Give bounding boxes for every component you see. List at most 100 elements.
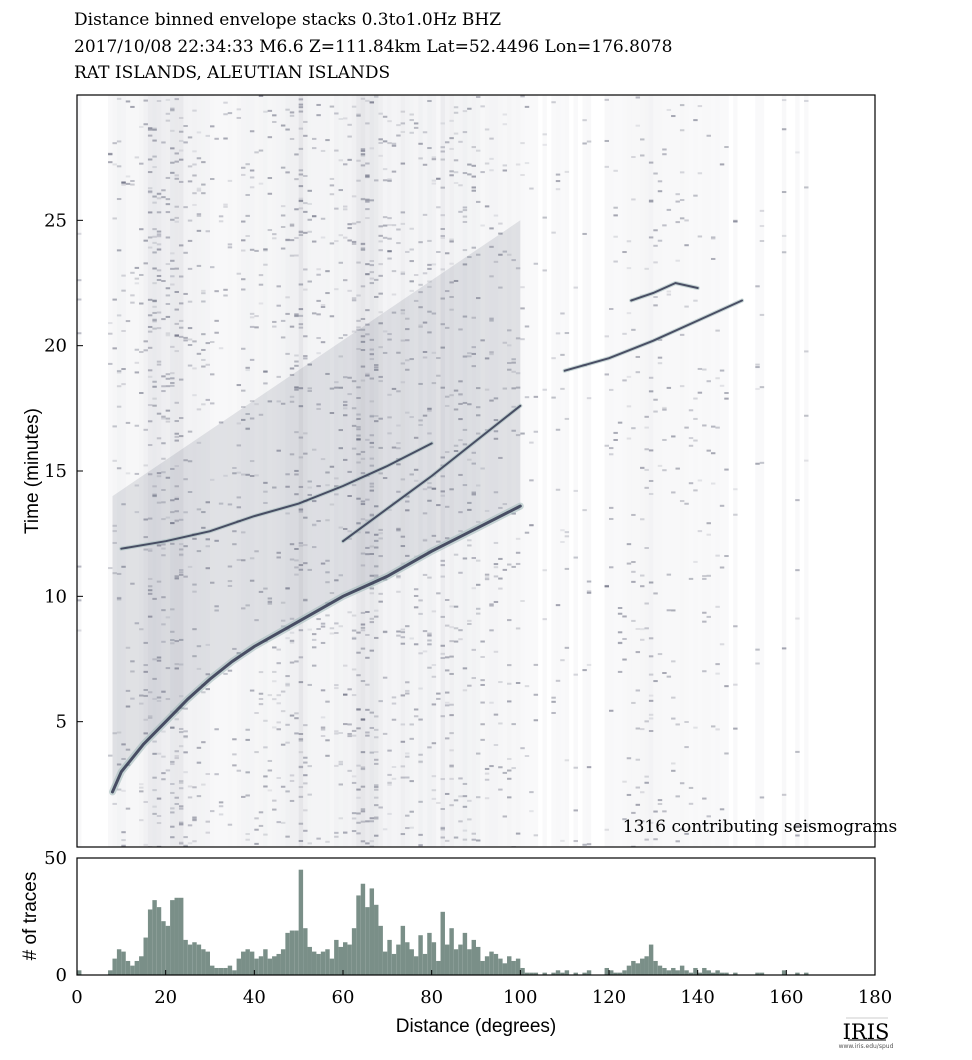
column-speckle — [405, 755, 410, 758]
column-speckle — [178, 180, 184, 183]
column-speckle — [170, 283, 175, 286]
column-speckle — [187, 491, 193, 493]
column-speckle — [471, 365, 476, 368]
column-speckle — [272, 646, 277, 649]
column-speckle — [272, 233, 277, 236]
column-speckle — [480, 339, 485, 342]
column-speckle — [733, 220, 738, 223]
heatmap-column — [356, 95, 361, 847]
column-speckle — [249, 130, 255, 133]
column-speckle — [218, 215, 224, 218]
column-speckle — [298, 733, 304, 735]
column-speckle — [147, 346, 153, 349]
column-speckle — [116, 198, 122, 201]
column-speckle — [436, 504, 441, 507]
column-speckle — [170, 726, 175, 729]
histogram-bar — [413, 956, 419, 975]
column-wash — [334, 95, 339, 847]
column-speckle — [453, 159, 459, 162]
column-speckle — [360, 340, 366, 343]
column-speckle — [609, 447, 614, 450]
column-speckle — [178, 130, 184, 133]
column-speckle — [156, 248, 162, 251]
heatmap-column — [320, 95, 326, 847]
histogram-bar — [232, 970, 237, 975]
column-speckle — [294, 573, 299, 576]
column-speckle — [564, 170, 570, 173]
column-speckle — [382, 330, 388, 333]
column-speckle — [458, 210, 463, 213]
column-speckle — [662, 469, 667, 472]
column-speckle — [307, 280, 312, 283]
column-speckle — [387, 783, 392, 786]
column-speckle — [484, 573, 490, 576]
column-speckle — [170, 259, 175, 262]
column-speckle — [409, 416, 414, 419]
column-speckle — [258, 811, 264, 814]
histogram-bar — [108, 970, 113, 975]
column-wash — [329, 95, 335, 847]
column-speckle — [303, 357, 308, 360]
column-speckle — [409, 131, 414, 134]
column-wash — [804, 95, 808, 847]
column-speckle — [675, 221, 680, 224]
column-speckle — [604, 165, 609, 168]
column-speckle — [289, 453, 295, 456]
column-speckle — [675, 193, 680, 196]
column-speckle — [161, 543, 166, 546]
column-speckle — [298, 822, 304, 825]
column-wash — [143, 95, 148, 847]
column-speckle — [391, 777, 397, 780]
column-speckle — [254, 712, 259, 714]
column-speckle — [440, 268, 445, 271]
column-speckle — [449, 605, 454, 608]
column-speckle — [378, 311, 383, 314]
column-speckle — [489, 351, 494, 354]
column-speckle — [724, 752, 729, 755]
column-speckle — [675, 840, 680, 843]
histogram-bar — [134, 960, 140, 975]
column-speckle — [502, 341, 508, 344]
column-speckle — [174, 401, 179, 404]
column-wash — [241, 95, 246, 847]
column-speckle — [440, 214, 445, 217]
column-speckle — [298, 387, 304, 390]
heatmap-column — [453, 95, 459, 847]
column-speckle — [369, 101, 375, 104]
column-speckle — [201, 348, 206, 351]
column-speckle — [134, 472, 140, 475]
column-wash — [276, 95, 281, 847]
column-speckle — [586, 663, 592, 666]
heatmap-column — [223, 101, 228, 675]
column-speckle — [116, 249, 122, 252]
column-speckle — [507, 619, 512, 622]
column-speckle — [365, 122, 370, 125]
column-speckle — [294, 717, 299, 720]
column-speckle — [396, 442, 401, 445]
column-speckle — [511, 387, 516, 390]
column-speckle — [134, 282, 140, 285]
column-speckle — [205, 820, 210, 823]
column-speckle — [272, 120, 277, 123]
column-speckle — [405, 509, 410, 512]
column-speckle — [170, 147, 175, 150]
column-speckle — [311, 215, 317, 218]
column-speckle — [444, 691, 450, 694]
column-wash — [134, 95, 140, 847]
column-speckle — [413, 594, 419, 597]
column-speckle — [644, 486, 649, 489]
column-speckle — [276, 556, 281, 559]
column-speckle — [241, 389, 246, 392]
column-speckle — [307, 230, 312, 233]
column-speckle — [223, 203, 228, 206]
heatmap-column — [573, 286, 578, 843]
column-speckle — [316, 520, 321, 523]
column-speckle — [382, 676, 388, 679]
column-speckle — [476, 612, 481, 615]
column-speckle — [582, 669, 587, 672]
column-speckle — [147, 473, 153, 476]
column-speckle — [657, 190, 663, 193]
column-speckle — [617, 641, 623, 644]
column-speckle — [156, 437, 162, 440]
column-speckle — [121, 181, 126, 184]
